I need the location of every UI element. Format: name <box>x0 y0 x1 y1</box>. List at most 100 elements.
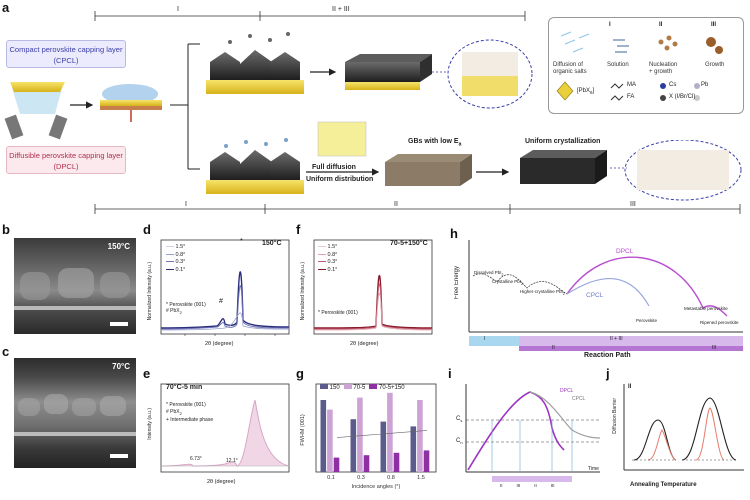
bar-150-0.1 <box>320 400 327 472</box>
h-cpcl: CPCL <box>586 292 604 299</box>
dpcl-line2: (DPCL) <box>53 162 79 171</box>
bar-70-5+150-0.1 <box>333 457 340 472</box>
bar-70-5-0.1 <box>327 409 333 472</box>
h-l1: Dissolved PbI2 <box>474 270 504 277</box>
g-trend-line <box>336 430 428 438</box>
bottom-stage-ruler <box>94 204 741 214</box>
cpcl-zoom-lattice <box>462 52 518 96</box>
sem-b-scalebar <box>110 322 128 326</box>
panel-label-j: j <box>606 366 610 381</box>
bar-70-5-0.3 <box>357 397 363 472</box>
j-stage: II <box>628 384 632 390</box>
schematic-illustration <box>4 32 533 194</box>
g-legend-70-5-150: 70-5+150 <box>369 384 405 391</box>
legend-solution: Solution <box>607 62 629 68</box>
h-l5: Metastable perovskite <box>684 306 728 311</box>
legend-nucleation: Nucleation + growth <box>649 62 678 75</box>
top-stage-II-III: II + III <box>330 6 352 13</box>
legend-x: X (I/Br/Cl) <box>669 94 696 100</box>
sem-image-150c: 150°C <box>14 238 136 334</box>
d-peak-star: * <box>240 238 243 245</box>
panel-label-e: e <box>143 366 151 381</box>
h-bar-I: I <box>484 336 486 342</box>
legend-pb: Pb <box>701 82 709 88</box>
panel-label-d: d <box>143 222 151 237</box>
f-note: * Perovskite (001) <box>318 310 358 316</box>
g-xtick-0.8: 0.8 <box>387 475 395 481</box>
h-xlabel: Reaction Path <box>584 352 631 359</box>
full-diffusion-label: Full diffusion <box>312 164 356 171</box>
d-legend: 1.5° 0.8° 0.3° 0.1° <box>166 244 185 274</box>
dpcl-label-box: Diffusible perovskite capping layer (DPC… <box>6 146 126 174</box>
bar-150-1.5 <box>410 426 417 472</box>
h-l2: Crystalline PbI2 <box>492 279 523 286</box>
uniform-distribution-label: Uniform distribution <box>306 176 374 183</box>
e-notes: * Perovskite (001) # PbX2 + Intermediate… <box>166 402 214 423</box>
legend-col-III: III <box>711 22 717 28</box>
legend-ma: MA <box>627 82 636 88</box>
xrd-plot-f <box>313 239 433 335</box>
bottom-stage-I: I <box>183 201 189 208</box>
h-bar-II: II <box>552 345 555 351</box>
h-l6: Ripened perovskite <box>700 320 739 325</box>
d-notes: * Perovskite (001) # PbX2 <box>166 302 206 315</box>
sem-c-temp: 70°C <box>112 362 130 371</box>
panel-label-a: a <box>2 0 10 15</box>
g-xtick-1.5: 1.5 <box>417 475 425 481</box>
g-xlabel: Incidence angles (°) <box>352 484 401 490</box>
h-l4: Perovskite <box>636 318 658 323</box>
panel-label-c: c <box>2 344 10 359</box>
bar-70-5-0.8 <box>387 392 393 472</box>
dpcl-grain-film <box>385 154 472 186</box>
uniform-crystallization-label: Uniform crystallization <box>525 138 601 145</box>
h-dpcl: DPCL <box>616 248 634 255</box>
cpcl-line1: Compact perovskite capping layer <box>9 45 123 54</box>
bar-150-0.8 <box>380 421 387 472</box>
top-stage-ruler <box>94 11 526 21</box>
i-dpcl: DPCL <box>560 388 574 394</box>
e-title: 70°C-5 min <box>166 384 203 391</box>
panel-label-h: h <box>450 226 458 241</box>
schematic-legend: I II III Diffusion of organic salts Solut… <box>548 17 744 114</box>
legend-species-icons <box>610 83 700 101</box>
uniform-crystal-illustration <box>520 140 742 201</box>
bar-150-0.3 <box>350 419 357 472</box>
spray-apparatus <box>4 82 68 140</box>
concentration-time-plot <box>465 384 601 482</box>
g-legend-70-5: 70-5 <box>343 384 365 391</box>
sem-b-temp: 150°C <box>107 242 130 251</box>
fwhm-bar-chart: 0.1 0.3 0.8 1.5 FWHM (001) Incidence angles… <box>300 383 437 490</box>
legend-col-I: I <box>609 22 611 28</box>
d-ylabel: Normalized Intensity (a.u.) <box>147 262 153 321</box>
e-ylabel: Intensity (a.u.) <box>147 408 153 440</box>
panel-label-g: g <box>296 366 304 381</box>
legend-cs: Cs <box>669 82 677 88</box>
f-temp: 70-5+150°C <box>390 240 428 247</box>
legend-pbx6: [PbX6] <box>577 88 595 96</box>
top-stage-I: I <box>175 6 181 13</box>
cpcl-label-box: Compact perovskite capping layer (CPCL) <box>6 40 126 68</box>
bar-70-5-1.5 <box>417 400 423 472</box>
diffusion-barrier-plot <box>623 384 744 471</box>
sem-c-scalebar <box>110 454 128 458</box>
j-ylabel: Diffusion Barrier <box>612 398 618 434</box>
d-xlabel: 2θ (degree) <box>205 341 234 347</box>
legend-fa: FA <box>627 94 635 100</box>
xrd-plot-e <box>160 383 290 473</box>
e-peak1: 6.73° <box>190 456 202 462</box>
e-xlabel: 2θ (degree) <box>207 479 236 485</box>
i-ticks: II III II III <box>500 483 555 488</box>
legend-icons <box>560 31 723 54</box>
i-cn: Cn <box>456 438 463 446</box>
panel-label-b: b <box>2 222 10 237</box>
panel-label-i: i <box>448 366 452 381</box>
spray-film <box>100 84 162 122</box>
dpcl-line1: Diffusible perovskite capping layer <box>9 151 123 160</box>
xrd-plot-d <box>160 239 290 336</box>
d-temp: 150°C <box>262 240 282 247</box>
d-peak-hash: # <box>219 298 223 305</box>
cpcl-final-film <box>345 54 432 90</box>
f-ylabel: Normalized Intensity (a.u.) <box>300 262 306 321</box>
g-xtick-0.1: 0.1 <box>327 475 335 481</box>
h-l3: Higher-crystalline PbI2 <box>520 289 565 296</box>
